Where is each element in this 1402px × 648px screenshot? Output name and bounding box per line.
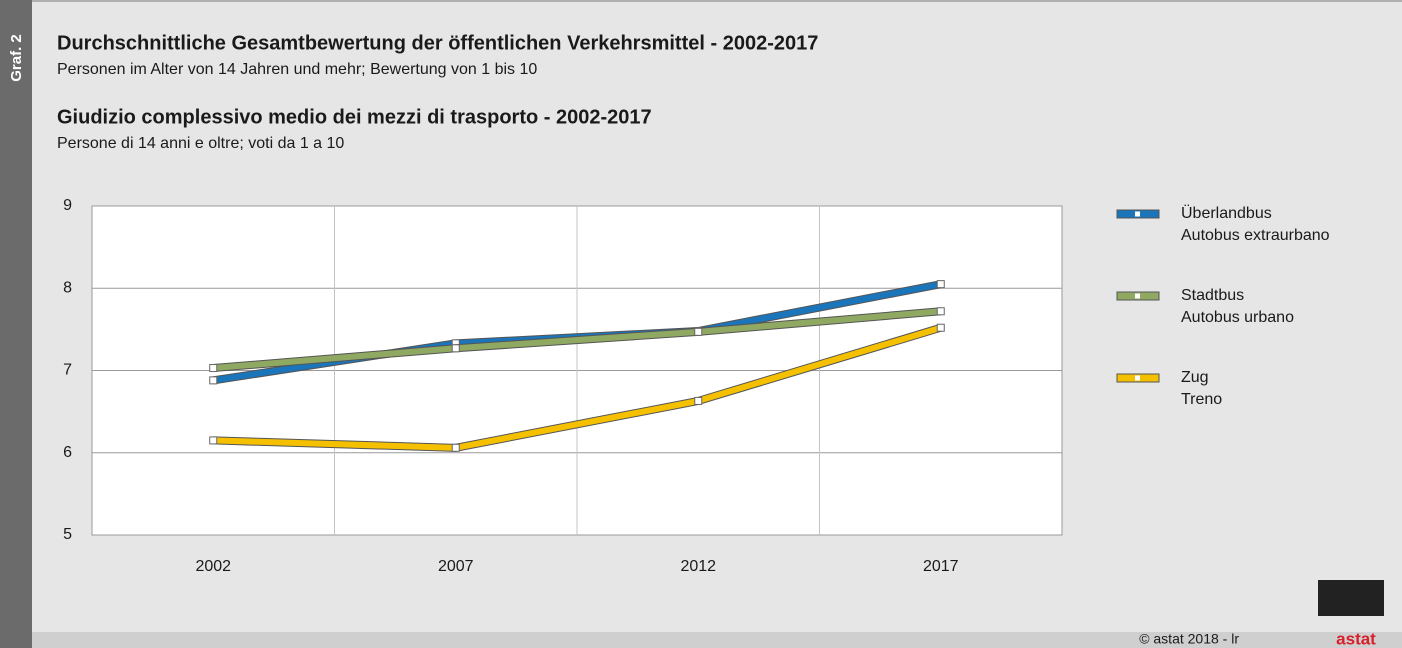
footer-strip: [32, 632, 1402, 648]
series-line: [213, 308, 942, 372]
y-tick-label: 6: [63, 444, 72, 461]
point-marker: [209, 436, 218, 445]
title: Giudizio complessivo medio dei mezzi di …: [57, 106, 652, 128]
subtitle: Persone di 14 anni e oltre; voti da 1 a …: [57, 135, 344, 152]
x-tick-label: 2007: [438, 558, 474, 575]
x-tick-label: 2002: [195, 558, 231, 575]
point-marker: [936, 323, 945, 332]
legend-label: Treno: [1181, 391, 1222, 408]
legend-label: Überlandbus: [1181, 204, 1272, 222]
legend-label: Autobus urbano: [1181, 309, 1294, 326]
point-marker: [451, 443, 460, 452]
point-marker: [694, 327, 703, 336]
legend-swatch-marker: [1135, 211, 1140, 217]
credit: © astat 2018 - lr: [1139, 631, 1239, 647]
y-tick-label: 9: [63, 197, 72, 214]
point-marker: [936, 307, 945, 316]
y-tick-label: 5: [63, 526, 72, 543]
title: Durchschnittliche Gesamtbewertung der öf…: [57, 32, 818, 54]
side-strip: [0, 0, 32, 648]
legend-label: Stadtbus: [1181, 287, 1244, 304]
legend-label: Zug: [1181, 369, 1209, 386]
y-tick-label: 8: [63, 279, 72, 296]
figure-label: Graf. 2: [8, 34, 25, 82]
legend-swatch-marker: [1135, 293, 1140, 299]
point-marker: [209, 364, 218, 373]
top-rule: [0, 0, 1402, 2]
series-line: [213, 324, 942, 451]
x-tick-label: 2017: [923, 558, 959, 575]
legend-label: Autobus extraurbano: [1181, 227, 1330, 244]
point-marker: [936, 280, 945, 289]
point-marker: [209, 376, 218, 385]
x-tick-label: 2012: [680, 558, 716, 575]
y-tick-label: 7: [63, 362, 72, 379]
logo-map: [1318, 580, 1384, 616]
point-marker: [694, 396, 703, 405]
point-marker: [451, 344, 460, 353]
legend-swatch-marker: [1135, 375, 1140, 381]
logo: astat: [1336, 629, 1376, 648]
subtitle: Personen im Alter von 14 Jahren und mehr…: [57, 61, 537, 78]
